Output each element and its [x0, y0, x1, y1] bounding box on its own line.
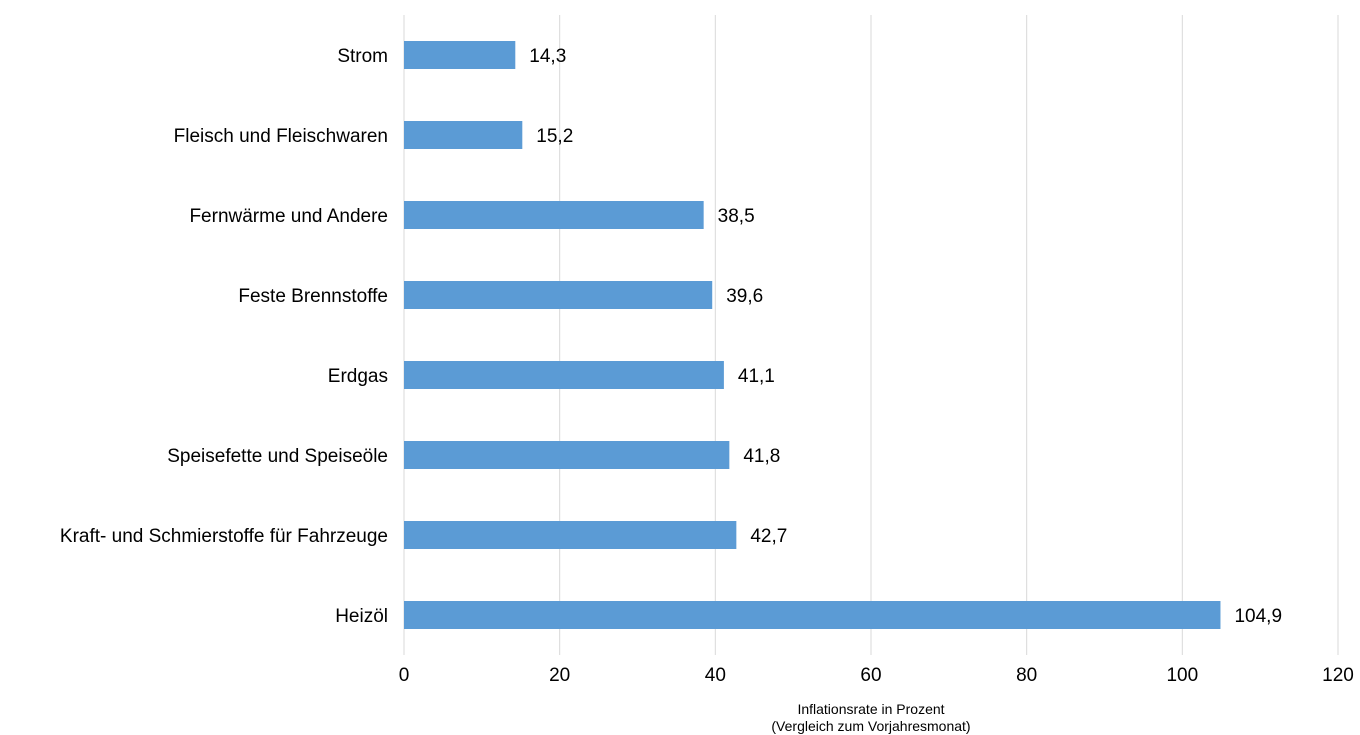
x-tick-label: 60 [860, 665, 881, 686]
x-tick-label: 100 [1166, 665, 1198, 686]
x-tick-label: 0 [399, 665, 410, 686]
x-axis-title-line-1: Inflationsrate in Prozent [797, 701, 944, 717]
data-label: 104,9 [1234, 606, 1282, 627]
data-label: 42,7 [750, 526, 787, 547]
data-label: 14,3 [529, 46, 566, 67]
x-tick-label: 40 [705, 665, 726, 686]
category-label: Strom [337, 46, 388, 67]
bar [404, 601, 1221, 629]
bar [404, 201, 704, 229]
gridlines [403, 15, 1339, 655]
category-label: Speisefette und Speiseöle [167, 446, 388, 467]
data-label: 39,6 [726, 286, 763, 307]
data-label: 15,2 [536, 126, 573, 147]
bar [404, 521, 737, 549]
data-label: 41,8 [743, 446, 780, 467]
category-label: Fleisch und Fleischwaren [174, 126, 388, 147]
bar [404, 121, 523, 149]
value-labels: 14,3 15,2 38,5 39,6 41,1 41,8 42,7 104,9 [529, 46, 1282, 627]
data-label: 41,1 [738, 366, 775, 387]
category-label: Erdgas [328, 366, 388, 387]
x-tick-label: 80 [1016, 665, 1037, 686]
category-label: Heizöl [335, 606, 388, 627]
x-tick-label: 120 [1322, 665, 1354, 686]
x-axis-title-line-2: (Vergleich zum Vorjahresmonat) [771, 718, 970, 734]
bar [404, 41, 516, 69]
x-tick-labels: 0 20 40 60 80 100 120 [399, 665, 1354, 686]
x-tick-label: 20 [549, 665, 570, 686]
category-label: Feste Brennstoffe [238, 286, 388, 307]
category-labels: Strom Fleisch und Fleischwaren Fernwärme u… [60, 46, 388, 627]
category-label: Fernwärme und Andere [189, 206, 388, 227]
data-label: 38,5 [718, 206, 755, 227]
bars [404, 41, 1221, 629]
bar [404, 441, 730, 469]
category-label: Kraft- und Schmierstoffe für Fahrzeuge [60, 526, 388, 547]
bar [404, 281, 713, 309]
bar [404, 361, 724, 389]
